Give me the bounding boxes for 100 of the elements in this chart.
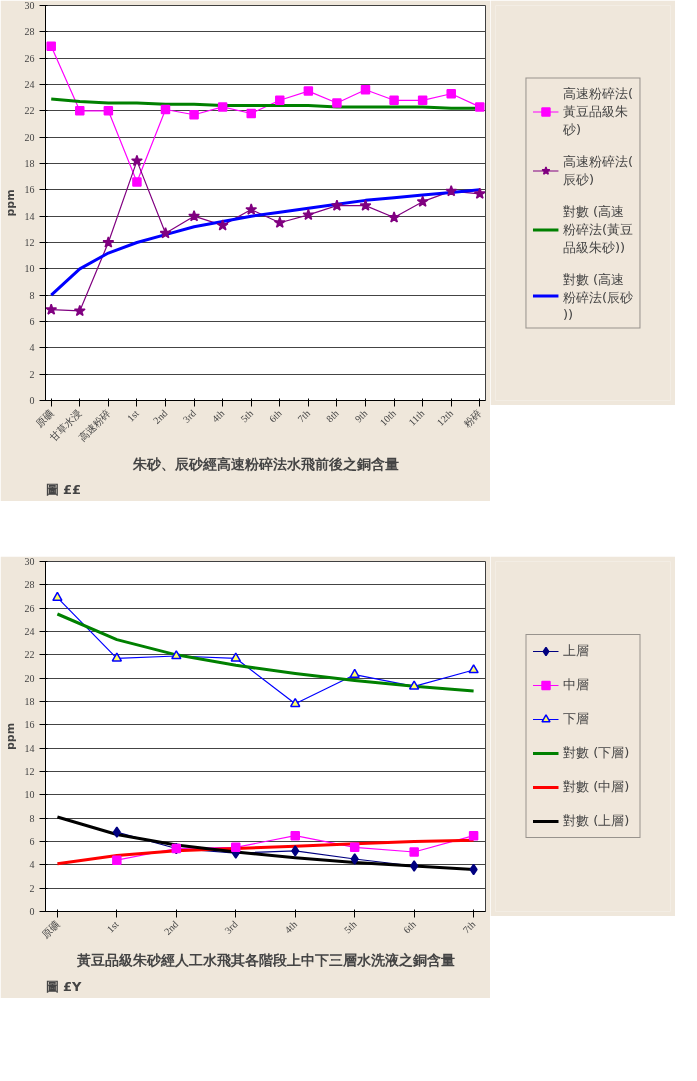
legend-label: 對數 (下層) — [563, 744, 631, 762]
x-tick-label: 5th — [238, 407, 256, 425]
legend-label: 高速粉碎法(辰砂) — [562, 152, 634, 188]
point — [468, 664, 479, 674]
x-tick-label: 11th — [406, 407, 427, 428]
point — [111, 652, 123, 662]
point — [171, 650, 182, 660]
x-tick-label: 12th — [434, 407, 456, 428]
y-tick-label: 2 — [29, 368, 35, 380]
y-tick-label: 22 — [24, 105, 35, 117]
line-series — [55, 612, 476, 693]
point — [290, 830, 300, 841]
y-tick-label: 10 — [24, 263, 35, 275]
y-tick-label: 8 — [29, 812, 35, 824]
point — [132, 177, 142, 187]
point — [330, 199, 343, 211]
y-tick-label: 18 — [24, 696, 35, 707]
point — [73, 304, 86, 317]
y-tick-label: 0 — [29, 906, 35, 917]
point — [231, 842, 241, 853]
x-axis-title: 黃豆品級朱砂經人工水飛其各階段上中下三層水洗液之銅含量 — [75, 952, 455, 969]
point — [245, 203, 258, 215]
x-tick-label: 4th — [282, 918, 300, 936]
x-tick-label: 粉碎 — [461, 407, 484, 430]
x-tick-label: 9th — [352, 407, 370, 425]
point — [417, 95, 428, 106]
point — [446, 88, 456, 99]
y-axis-title: ppm — [3, 189, 17, 217]
point — [468, 830, 479, 841]
text: 圖 ££ — [45, 481, 82, 497]
point — [389, 95, 399, 106]
legend-label: 對數 (高速粉碎法(黃豆品級朱砂)) — [562, 202, 634, 256]
point — [291, 845, 300, 857]
y-tick-label: 20 — [24, 131, 35, 143]
y-tick-label: 6 — [29, 316, 35, 327]
point — [112, 855, 122, 865]
point — [332, 98, 342, 108]
x-tick-label: 2nd — [161, 918, 181, 937]
x-tick-label: 原礦 — [39, 918, 62, 941]
point — [473, 187, 486, 199]
legend-label: 中層 — [563, 676, 590, 694]
point — [52, 591, 63, 602]
y-tick-label: 26 — [24, 602, 35, 614]
legend-label: 對數 (高速粉碎法(辰砂)) — [562, 270, 634, 321]
point — [360, 85, 371, 95]
point — [188, 209, 201, 222]
point — [445, 184, 458, 197]
y-tick-label: 12 — [24, 237, 35, 248]
y-tick-label: 10 — [24, 789, 35, 801]
point — [475, 102, 485, 112]
y-tick-label: 16 — [24, 719, 35, 731]
point — [275, 95, 285, 106]
legend-label: 對數 (中層) — [563, 778, 631, 796]
x-tick-label: 5th — [341, 918, 359, 936]
y-tick-label: 0 — [29, 395, 35, 406]
y-tick-label: 4 — [29, 859, 35, 871]
point — [302, 208, 315, 221]
point — [273, 216, 286, 228]
y-tick-label: 8 — [29, 289, 35, 301]
point — [217, 102, 228, 112]
point — [349, 668, 360, 679]
point — [350, 853, 359, 865]
x-tick-label: 4th — [209, 407, 227, 425]
y-tick-label: 30 — [24, 556, 35, 567]
point — [303, 86, 314, 96]
x-tick-label: 1st — [124, 407, 141, 424]
y-tick-label: 12 — [24, 766, 35, 777]
x-tick-label: 1st — [104, 918, 121, 935]
x-axis-title: 朱砂、辰砂經高速粉碎法水飛前後之銅含量 — [131, 455, 399, 472]
y-tick-label: 2 — [29, 882, 35, 894]
y-tick-label: 14 — [24, 742, 35, 754]
point — [410, 860, 419, 872]
point — [112, 826, 121, 838]
point — [159, 227, 172, 239]
x-tick-label: 2nd — [151, 407, 170, 426]
y-tick-label: 30 — [24, 0, 35, 11]
y-tick-label: 22 — [24, 649, 35, 661]
point — [349, 842, 360, 853]
y-tick-label: 20 — [24, 672, 35, 684]
x-tick-label: 3rd — [222, 918, 240, 936]
point — [130, 154, 143, 167]
y-tick-label: 16 — [24, 184, 35, 196]
x-tick-label: 8th — [324, 407, 341, 425]
point — [103, 106, 114, 116]
y-tick-label: 14 — [24, 210, 35, 222]
point — [45, 303, 58, 315]
legend-label: 對數 (上層) — [563, 812, 631, 830]
point — [189, 110, 199, 120]
point — [289, 697, 301, 708]
y-tick-label: 24 — [24, 79, 35, 90]
point — [230, 652, 242, 662]
x-tick-label: 3rd — [180, 407, 198, 425]
x-tick-label: 7th — [295, 407, 313, 425]
y-axis-title: ppm — [3, 722, 17, 751]
point — [359, 199, 372, 211]
legend-label: 高速粉碎法(黃豆品級朱砂) — [562, 84, 634, 138]
y-tick-label: 6 — [29, 836, 35, 847]
y-tick-label: 28 — [24, 26, 35, 38]
point — [102, 236, 115, 248]
y-tick-label: 4 — [29, 342, 35, 354]
